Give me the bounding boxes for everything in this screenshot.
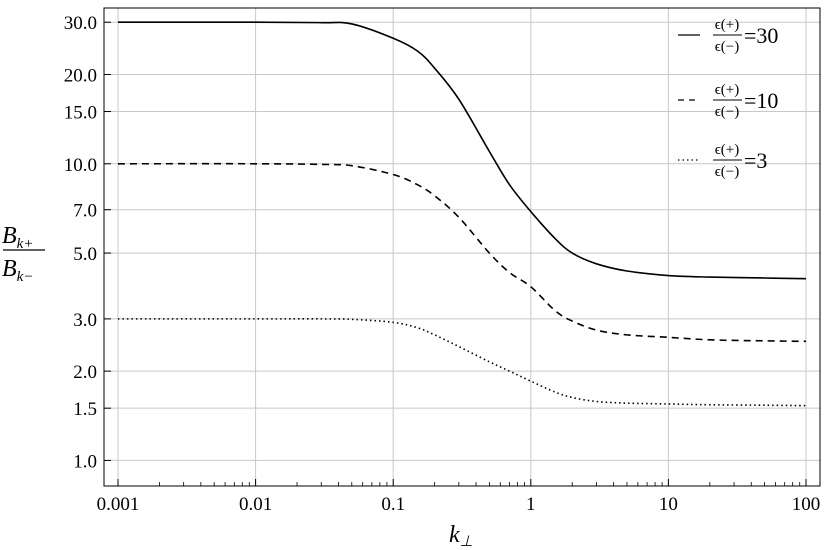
series-line-3 <box>118 318 807 407</box>
legend-fraction-numerator: ϵ(+) <box>715 17 740 33</box>
y-tick-label: 30.0 <box>64 13 97 34</box>
x-tick-label: 0.1 <box>381 494 405 515</box>
legend-value: =3 <box>744 148 767 173</box>
x-tick-label: 100 <box>792 494 821 515</box>
legend-fraction-denominator: ϵ(−) <box>715 164 740 180</box>
y-tick-label: 7.0 <box>73 201 97 222</box>
x-tick-label: 10 <box>659 494 678 515</box>
x-tick-labels: 0.001 0.01 0.1 1 10 100 <box>97 494 821 515</box>
y-tick-label: 20.0 <box>64 65 97 86</box>
legend-fraction-denominator: ϵ(−) <box>715 39 740 55</box>
plot-frame <box>103 7 821 487</box>
legend-fraction-numerator: ϵ(+) <box>715 82 740 98</box>
x-tick-label: 0.001 <box>97 494 140 515</box>
grid <box>104 8 820 486</box>
legend-fraction-denominator: ϵ(−) <box>715 104 740 120</box>
x-axis-label: k⊥ <box>449 522 473 550</box>
y-tick-label: 2.0 <box>73 362 97 383</box>
y-axis-label-denominator: Bk− <box>2 256 33 285</box>
legend: ϵ(+)ϵ(−) =30ϵ(+)ϵ(−) =10ϵ(+)ϵ(−) =3 <box>678 17 778 180</box>
series-line-1 <box>117 21 807 280</box>
legend-item-3: ϵ(+) ϵ(−) =3 <box>678 142 767 180</box>
legend-value: =10 <box>744 88 778 113</box>
y-tick-label: 15.0 <box>64 103 97 124</box>
y-axis-label-numerator: Bk+ <box>2 223 33 252</box>
series-lines <box>117 21 807 407</box>
x-axis-label-sub: ⊥ <box>460 534 473 550</box>
legend-value: =30 <box>744 23 778 48</box>
y-tick-label: 5.0 <box>73 244 97 265</box>
y-tick-label: 3.0 <box>73 310 97 331</box>
x-axis-label-main: k <box>449 522 460 548</box>
y-tick-label: 10.0 <box>64 155 97 176</box>
ticks <box>104 21 807 486</box>
y-tick-label: 1.5 <box>73 399 97 420</box>
legend-fraction-numerator: ϵ(+) <box>715 142 740 158</box>
series-line-2 <box>117 162 807 343</box>
x-tick-label: 1 <box>526 494 536 515</box>
y-axis-label: Bk+ Bk− <box>2 223 45 285</box>
y-tick-labels: 1.0 1.5 2.0 3.0 5.0 7.0 10.0 15.0 20.0 30.0 <box>64 13 97 472</box>
y-tick-label: 1.0 <box>73 451 97 472</box>
legend-item-1: ϵ(+) ϵ(−) =30 <box>678 17 778 55</box>
x-tick-label: 0.01 <box>239 494 272 515</box>
legend-item-2: ϵ(+) ϵ(−) =10 <box>678 82 778 120</box>
